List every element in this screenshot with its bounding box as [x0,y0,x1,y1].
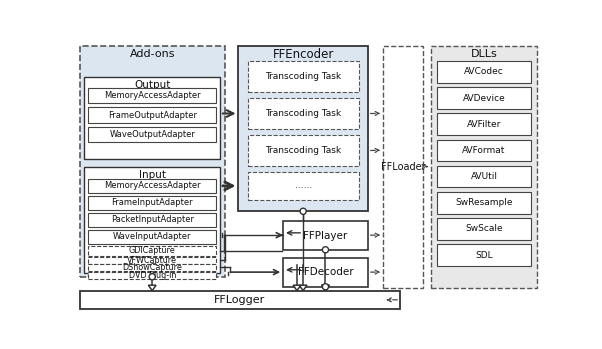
Text: ......: ...... [294,181,312,190]
Bar [80,291,400,309]
Bar [437,87,531,109]
Text: GDICapture: GDICapture [129,246,176,255]
Text: SwScale: SwScale [465,224,503,233]
Bar [437,192,531,214]
Text: WaveInputAdapter: WaveInputAdapter [113,232,191,241]
Text: Transcoding Task: Transcoding Task [265,109,341,118]
Bar [88,196,216,210]
Bar [437,113,531,135]
Circle shape [323,247,329,253]
Text: MemoryAccessAdapter: MemoryAccessAdapter [104,181,200,190]
Text: Transcoding Task: Transcoding Task [265,72,341,81]
Text: Transcoding Task: Transcoding Task [265,146,341,155]
Text: PacketInputAdapter: PacketInputAdapter [111,215,194,224]
Bar [88,246,216,256]
Text: FFDecoder: FFDecoder [297,267,353,277]
Polygon shape [321,285,329,291]
Circle shape [323,284,329,290]
Text: SDL: SDL [475,251,493,260]
Bar [88,107,216,123]
Text: AVUtil: AVUtil [471,172,498,181]
Text: DVD Plug-In: DVD Plug-In [129,271,176,280]
Bar [283,258,368,287]
Text: FFPlayer: FFPlayer [303,231,347,240]
Polygon shape [299,285,307,291]
Bar [247,98,359,129]
Text: FFLogger: FFLogger [214,295,265,305]
Text: MemoryAccessAdapter: MemoryAccessAdapter [104,91,200,100]
Bar [437,244,531,266]
Text: FFEncoder: FFEncoder [273,48,334,61]
Text: Output: Output [134,80,170,90]
Bar [80,46,225,277]
Circle shape [300,208,306,214]
Bar [88,265,216,271]
Bar [247,172,359,200]
Text: DShowCapture: DShowCapture [122,263,182,272]
Bar [437,166,531,187]
Bar [431,46,537,288]
Polygon shape [321,285,329,291]
Text: AVCodec: AVCodec [464,67,504,76]
Bar [88,213,216,227]
Bar [247,135,359,166]
Text: Add-ons: Add-ons [129,49,175,59]
Circle shape [149,274,155,280]
Bar [88,88,216,104]
Bar [437,61,531,83]
Text: AVFormat: AVFormat [462,146,506,155]
Text: FrameOutputAdapter: FrameOutputAdapter [108,111,197,119]
Text: FrameInputAdapter: FrameInputAdapter [111,198,193,207]
Bar [437,140,531,161]
Text: DLLs: DLLs [471,49,497,59]
Text: FFLoader: FFLoader [381,162,426,172]
Bar [88,272,216,279]
Text: VFWCapture: VFWCapture [127,256,177,265]
Bar [84,166,220,273]
Polygon shape [148,285,156,291]
Text: SwResample: SwResample [455,198,513,207]
Bar [88,127,216,142]
Bar [437,218,531,240]
Bar [84,76,220,159]
Text: Input: Input [138,170,166,180]
Text: AVFilter: AVFilter [467,120,501,129]
Bar [383,46,423,288]
Bar [88,179,216,193]
Bar [238,46,368,211]
Bar [88,257,216,263]
Text: WaveOutputAdapter: WaveOutputAdapter [110,130,195,139]
Text: AVDevice: AVDevice [463,94,506,103]
Bar [247,61,359,92]
Bar [88,230,216,244]
Polygon shape [293,285,301,291]
Bar [283,221,368,250]
